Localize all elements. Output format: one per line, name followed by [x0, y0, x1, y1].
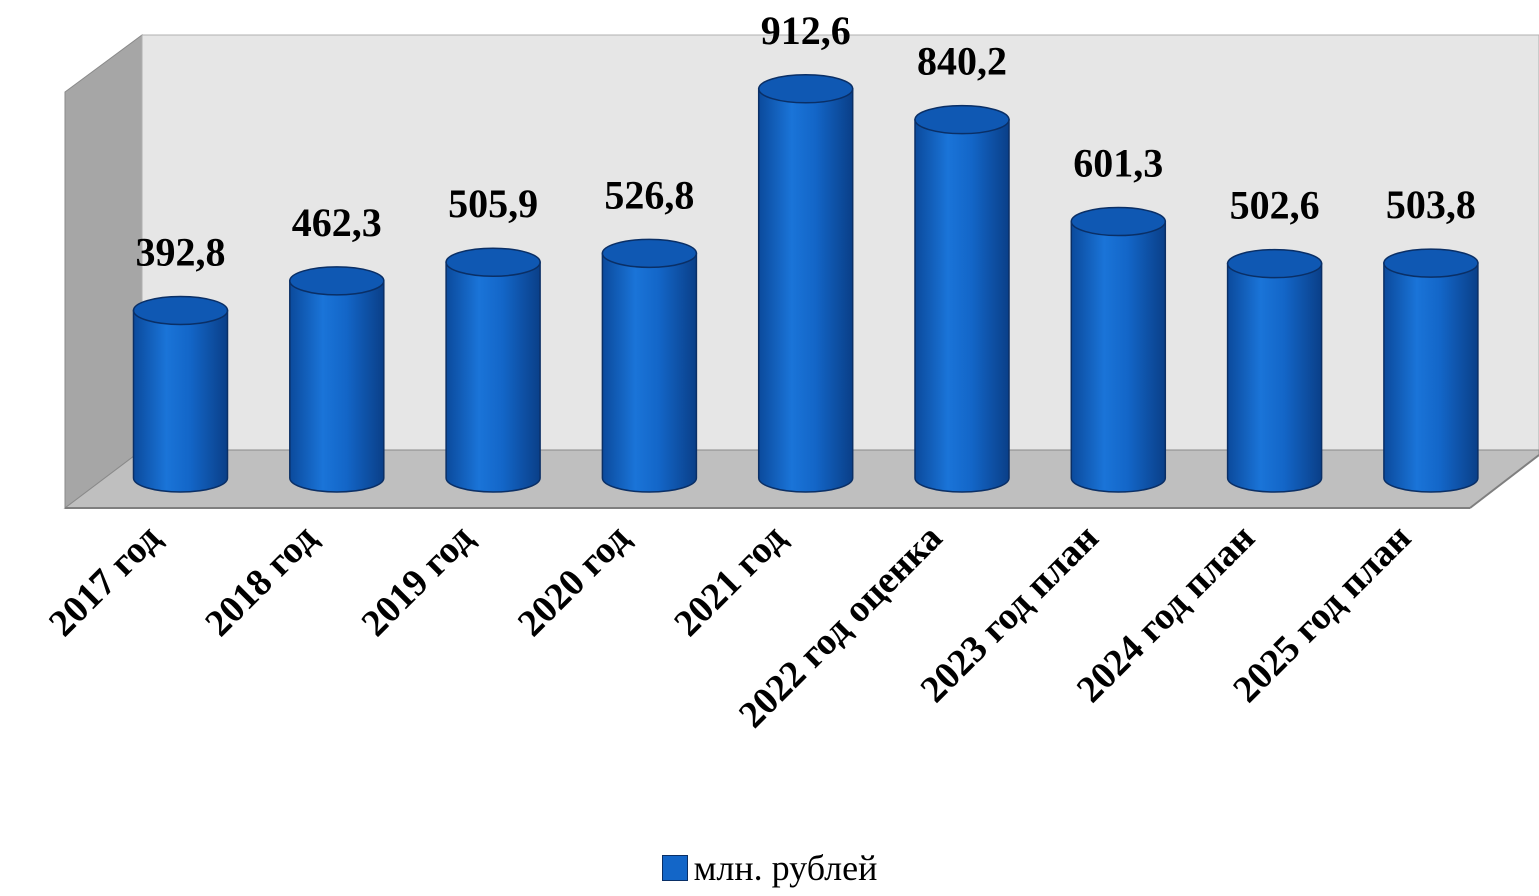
floor-right-edge	[1469, 454, 1539, 509]
category-label: 2020 год	[510, 517, 638, 645]
bar-body	[757, 88, 854, 493]
data-label: 502,6	[1230, 183, 1320, 228]
bar-top	[289, 266, 385, 296]
bar-top	[1070, 206, 1167, 237]
category-label: 2021 год	[666, 517, 794, 645]
category-label: 2017 год	[41, 517, 169, 645]
category-label: 2018 год	[197, 517, 325, 645]
bar	[1070, 206, 1167, 493]
value-labels-group: 392,8 462,3 505,9 526,8 912,6 840,2 601,3 502,6…	[136, 8, 1476, 275]
bar-top	[757, 74, 854, 104]
side-wall	[64, 34, 143, 510]
bar-top	[445, 247, 541, 277]
bar	[445, 247, 541, 493]
bar-top	[132, 295, 229, 326]
bar	[1383, 248, 1479, 493]
bar	[132, 295, 229, 493]
bar	[914, 104, 1010, 493]
bar-body	[445, 261, 541, 493]
data-label: 503,8	[1386, 182, 1476, 227]
bar-top	[914, 104, 1010, 135]
legend-label: млн. рублей	[693, 848, 878, 888]
bar	[601, 238, 698, 493]
category-labels-group: 2017 год 2018 год 2019 год 2020 год 2021 год…	[41, 517, 1419, 737]
bar-body	[289, 280, 385, 493]
legend-swatch	[661, 855, 688, 881]
data-label: 526,8	[604, 172, 694, 217]
bar	[757, 74, 854, 493]
legend: млн. рублей	[0, 846, 1539, 890]
data-label: 505,9	[448, 181, 538, 226]
bar-body	[1070, 220, 1167, 493]
bar-body	[914, 118, 1010, 493]
bar-body	[1226, 262, 1323, 493]
bar-body	[1383, 262, 1479, 493]
data-label: 462,3	[292, 200, 382, 245]
bar-top	[601, 238, 698, 269]
bar-body	[601, 252, 698, 493]
bar-top	[1226, 248, 1323, 279]
category-label: 2019 год	[354, 517, 482, 645]
bar	[1226, 248, 1323, 493]
bar	[289, 266, 385, 493]
data-label: 601,3	[1073, 141, 1163, 186]
bar-top	[1383, 248, 1479, 278]
data-label: 912,6	[761, 8, 851, 53]
bar-body	[132, 309, 229, 493]
data-label: 840,2	[917, 39, 1007, 84]
bars-group	[132, 74, 1479, 493]
data-label: 392,8	[136, 229, 226, 274]
